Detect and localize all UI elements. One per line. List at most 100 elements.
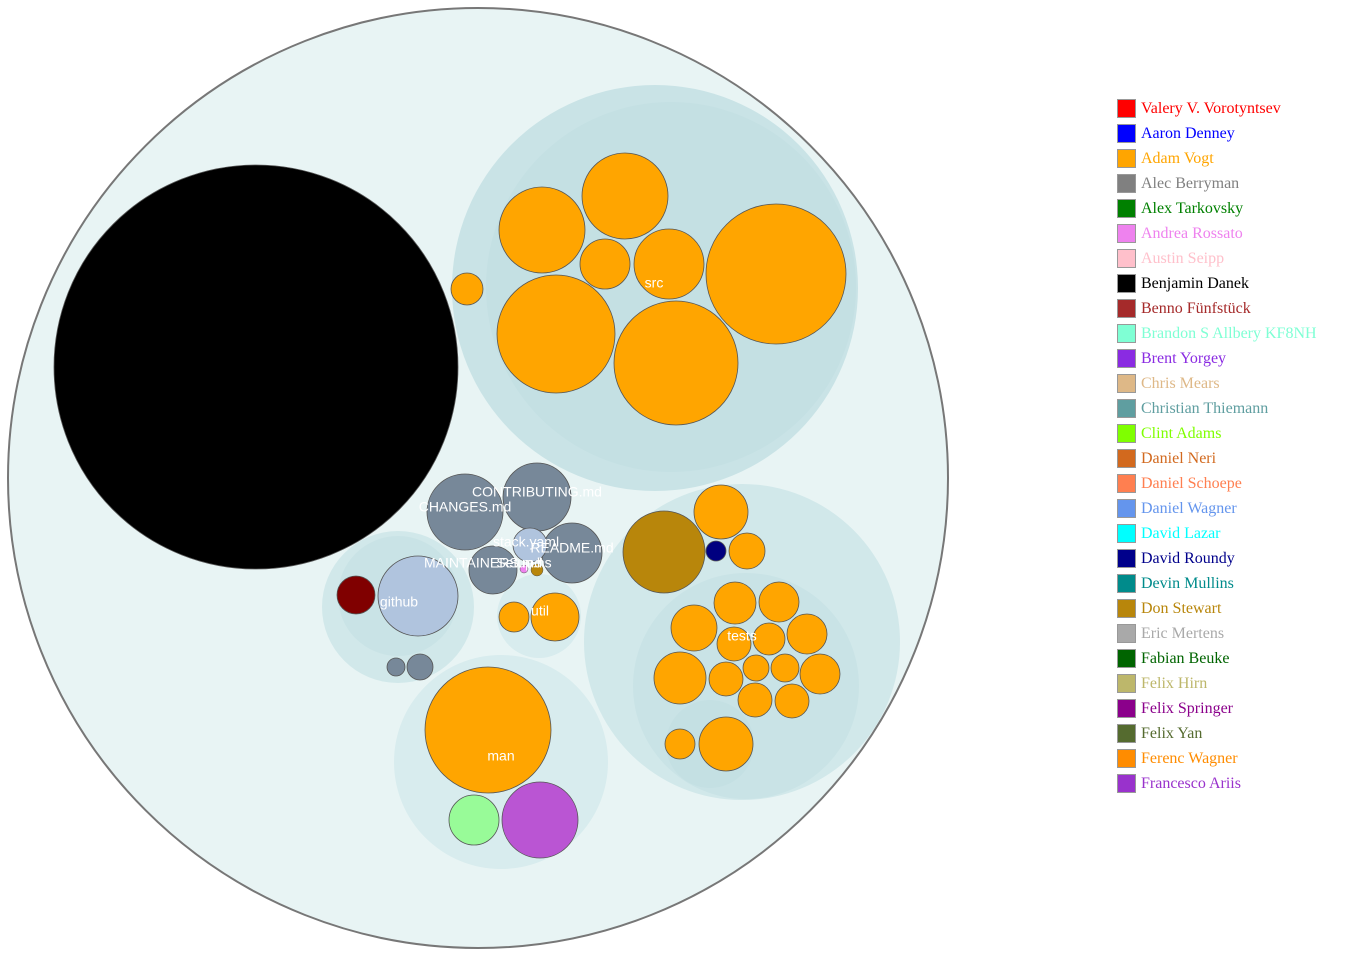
legend-label: Adam Vogt [1141,149,1214,167]
file-bubble[interactable] [450,272,484,306]
legend-item[interactable]: Don Stewart [1117,596,1357,621]
legend-label: Alec Berryman [1141,174,1240,192]
legend-swatch [1117,249,1136,268]
circle-packing-chart: src CONTRIBUTING.md CHANGES.md stack.yam… [7,7,949,949]
file-bubble[interactable] [496,274,616,394]
file-bubble[interactable] [799,653,841,695]
legend-item[interactable]: Felix Yan [1117,721,1357,746]
file-bubble[interactable] [728,532,766,570]
file-bubble[interactable] [664,728,696,760]
file-bubble[interactable] [530,563,544,577]
legend-item[interactable]: Brandon S Allbery KF8NH [1117,321,1357,346]
legend-item[interactable]: Eric Mertens [1117,621,1357,646]
labels: src CONTRIBUTING.md CHANGES.md stack.yam… [380,275,757,764]
file-bubbles [53,152,847,859]
legend-label: Felix Hirn [1141,674,1208,692]
file-bubble[interactable] [705,540,727,562]
legend-swatch [1117,124,1136,143]
legend-swatch [1117,499,1136,518]
legend-label: Francesco Ariis [1141,774,1241,792]
legend-item[interactable]: Clint Adams [1117,421,1357,446]
file-bubble[interactable] [737,682,773,718]
legend-item[interactable]: Francesco Ariis [1117,771,1357,796]
label-tests: tests [727,628,757,644]
legend-swatch [1117,699,1136,718]
legend-item[interactable]: Fabian Beuke [1117,646,1357,671]
file-bubble[interactable] [53,164,459,570]
legend-item[interactable]: Adam Vogt [1117,146,1357,171]
file-bubble[interactable] [498,601,530,633]
file-bubble[interactable] [377,555,459,637]
legend-item[interactable]: Daniel Schoepe [1117,471,1357,496]
legend-item[interactable]: Alex Tarkovsky [1117,196,1357,221]
legend-item[interactable]: Felix Hirn [1117,671,1357,696]
legend-item[interactable]: Austin Seipp [1117,246,1357,271]
legend-item[interactable]: Brent Yorgey [1117,346,1357,371]
file-bubble[interactable] [633,228,705,300]
legend-item[interactable]: Valery V. Vorotyntsev [1117,96,1357,121]
file-bubble[interactable] [581,152,669,240]
legend-item[interactable]: Ferenc Wagner [1117,746,1357,771]
legend-item[interactable]: Aaron Denney [1117,121,1357,146]
file-bubble[interactable] [336,575,376,615]
legend-swatch [1117,474,1136,493]
file-bubble[interactable] [742,654,770,682]
legend-swatch [1117,624,1136,643]
legend-item[interactable]: Andrea Rossato [1117,221,1357,246]
file-bubble[interactable] [713,581,757,625]
file-bubble[interactable] [579,238,631,290]
legend-item[interactable]: Benjamin Danek [1117,271,1357,296]
file-bubble[interactable] [426,473,504,551]
file-bubble[interactable] [705,203,847,345]
file-bubble[interactable] [468,545,518,595]
legend-item[interactable]: Chris Mears [1117,371,1357,396]
legend-swatch [1117,224,1136,243]
legend-swatch [1117,599,1136,618]
legend-item[interactable]: Daniel Neri [1117,446,1357,471]
file-bubble[interactable] [448,794,500,846]
legend-label: Daniel Neri [1141,449,1217,467]
file-bubble[interactable] [406,653,434,681]
label-src: src [645,275,664,291]
file-bubble[interactable] [501,781,579,859]
legend-item[interactable]: Devin Mullins [1117,571,1357,596]
file-bubble[interactable] [770,653,800,683]
legend-item[interactable]: Felix Springer [1117,696,1357,721]
file-bubble[interactable] [498,186,586,274]
file-bubble[interactable] [613,300,739,426]
legend-label: Don Stewart [1141,599,1222,617]
file-bubble[interactable] [716,626,752,662]
legend-swatch [1117,574,1136,593]
file-bubble[interactable] [693,484,749,540]
file-bubble[interactable] [519,564,529,574]
legend-label: Clint Adams [1141,424,1222,442]
file-bubble[interactable] [698,716,754,772]
file-bubble[interactable] [512,527,548,563]
legend-item[interactable]: Christian Thiemann [1117,396,1357,421]
legend-item[interactable]: Alec Berryman [1117,171,1357,196]
legend-item[interactable]: Benno Fünfstück [1117,296,1357,321]
legend-swatch [1117,549,1136,568]
file-bubble[interactable] [670,604,718,652]
file-bubble[interactable] [752,622,786,656]
legend-swatch [1117,174,1136,193]
label-contributing: CONTRIBUTING.md [472,484,602,500]
file-bubble[interactable] [774,683,810,719]
file-bubble[interactable] [424,666,552,794]
legend-swatch [1117,649,1136,668]
file-bubble[interactable] [622,510,706,594]
legend-swatch [1117,674,1136,693]
file-bubble[interactable] [530,592,580,642]
legend-swatch [1117,349,1136,368]
file-bubble[interactable] [786,613,828,655]
legend-item[interactable]: David Roundy [1117,546,1357,571]
legend-item[interactable]: Daniel Wagner [1117,496,1357,521]
file-bubble[interactable] [653,651,707,705]
file-bubble[interactable] [708,661,744,697]
legend-label: Aaron Denney [1141,124,1235,142]
file-bubble[interactable] [386,657,406,677]
legend-item[interactable]: David Lazar [1117,521,1357,546]
legend-label: Felix Yan [1141,724,1203,742]
file-bubble[interactable] [758,581,800,623]
legend-swatch [1117,274,1136,293]
